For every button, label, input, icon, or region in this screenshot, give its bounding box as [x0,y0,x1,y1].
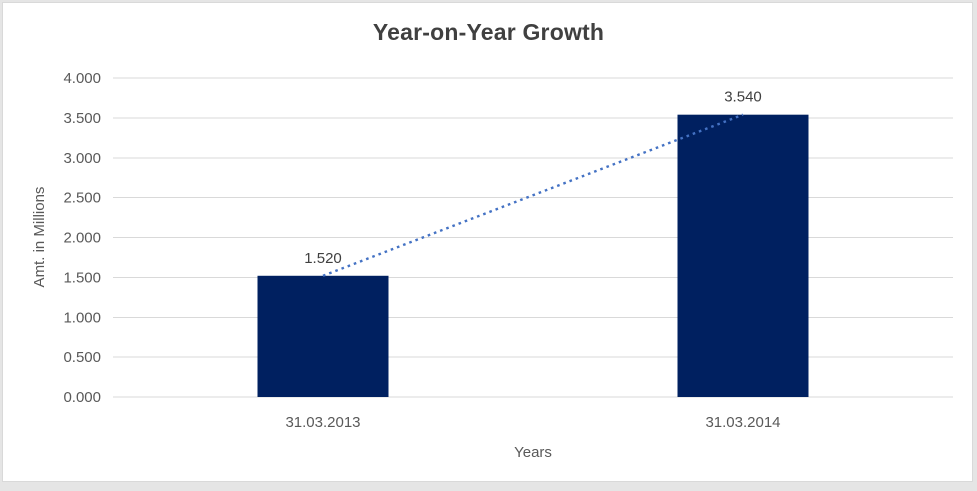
chart-title: Year-on-Year Growth [372,19,605,45]
y-tick-label: 2.000 [63,230,101,247]
y-tick-label: 1.000 [63,309,101,326]
x-tick-label: 31.03.2013 [285,414,360,431]
data-label: 1.520 [304,250,342,267]
chart-frame [2,2,973,482]
y-tick-label: 0.500 [63,349,101,366]
y-tick-label: 3.500 [63,110,101,127]
bar [257,275,389,397]
y-tick-label: 2.500 [63,190,101,207]
trendline [322,113,744,277]
x-tick-label: 31.03.2014 [705,414,780,431]
x-axis-title: Years [514,444,552,461]
y-axis-title: Amt. in Millions [31,186,48,288]
bar [677,114,809,397]
y-tick-label: 3.000 [63,150,101,167]
y-tick-label: 1.500 [63,269,101,286]
y-tick-label: 0.000 [63,389,101,406]
data-label: 3.540 [724,89,762,106]
y-tick-label: 4.000 [63,70,101,87]
